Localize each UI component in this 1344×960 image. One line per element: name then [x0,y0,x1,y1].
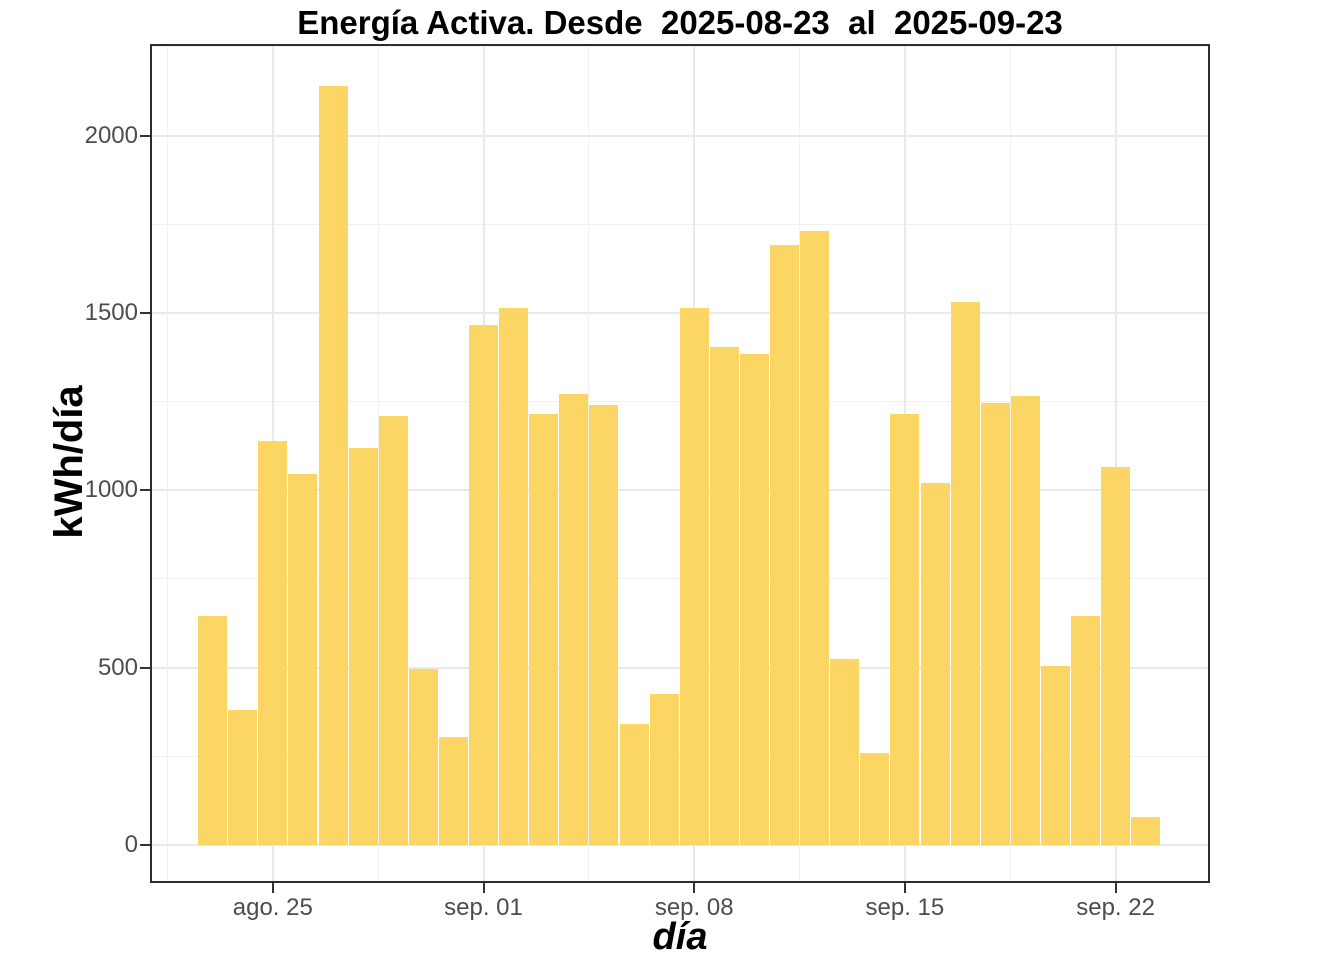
x-tick-label: ago. 25 [232,894,313,921]
bar-2025-08-29 [378,415,408,845]
bar-2025-09-13 [830,658,860,845]
y-axis-title: kWh/día [47,385,91,539]
bar-2025-09-08 [679,307,709,845]
gridline-minor-h [150,223,1210,225]
y-tick-mark [140,489,150,492]
x-tick-mark [271,883,274,893]
gridline-minor-v [377,44,379,883]
x-tick-mark [1114,883,1117,893]
bar-2025-09-22 [1101,467,1131,845]
bar-2025-09-07 [649,694,679,845]
bar-2025-09-14 [860,752,890,845]
panel-border [150,44,1210,883]
gridline-major-h [150,134,1210,137]
x-axis-title: día [652,916,708,958]
bar-2025-08-27 [318,85,348,845]
x-tick-label: sep. 15 [865,894,945,921]
y-tick-mark [140,134,150,137]
gridline-minor-v [166,44,168,883]
bar-2025-09-23 [1131,816,1161,845]
bar-2025-09-09 [709,346,739,845]
y-tick-mark [140,844,150,846]
bar-2025-09-21 [1071,616,1101,845]
bar-2025-09-12 [800,231,830,845]
bar-2025-08-28 [348,447,378,845]
bar-2025-09-01 [469,325,499,845]
bar-2025-08-25 [258,440,288,845]
x-tick-mark [482,883,485,893]
x-tick-label: sep. 01 [444,894,523,921]
bar-2025-09-06 [619,724,649,845]
bar-2025-09-20 [1040,665,1070,845]
y-tick-label: 2000 [84,121,138,149]
bar-2025-09-16 [920,483,950,845]
gridline-minor-v [1009,44,1011,883]
bar-2025-09-10 [739,353,769,845]
bar-2025-08-30 [408,669,438,845]
x-tick-mark [693,883,696,893]
bar-2025-08-23 [198,616,228,845]
bar-2025-09-05 [589,405,619,845]
y-tick-label: 0 [124,831,138,858]
x-tick-label: sep. 08 [654,894,734,921]
gridline-major-v [1114,44,1117,883]
y-tick-mark [140,311,150,314]
bar-2025-09-19 [1010,396,1040,845]
y-tick-label: 1000 [84,476,138,504]
gridline-major-h [150,844,1210,846]
bar-2025-09-11 [770,245,800,845]
plot-panel [150,44,1210,883]
bar-2025-09-18 [980,403,1010,845]
y-tick-mark [140,666,150,669]
x-tick-mark [903,883,906,893]
gridline-minor-h [150,46,1210,48]
gridline-minor-v [799,44,801,883]
bar-2025-09-15 [890,413,920,845]
x-tick-label: sep. 22 [1076,894,1155,921]
gridline-minor-v [588,44,590,883]
bar-2025-09-17 [950,302,980,845]
bar-2025-09-03 [529,413,559,845]
bar-2025-09-02 [499,307,529,845]
chart-title: Energía Activa. Desde 2025-08-23 al 2025… [297,4,1063,41]
bar-2025-08-31 [438,736,468,845]
bar-2025-08-26 [288,474,318,845]
y-tick-label: 1500 [84,298,138,326]
y-tick-label: 500 [97,653,138,681]
bar-2025-08-24 [228,710,258,845]
bar-2025-09-04 [559,394,589,845]
